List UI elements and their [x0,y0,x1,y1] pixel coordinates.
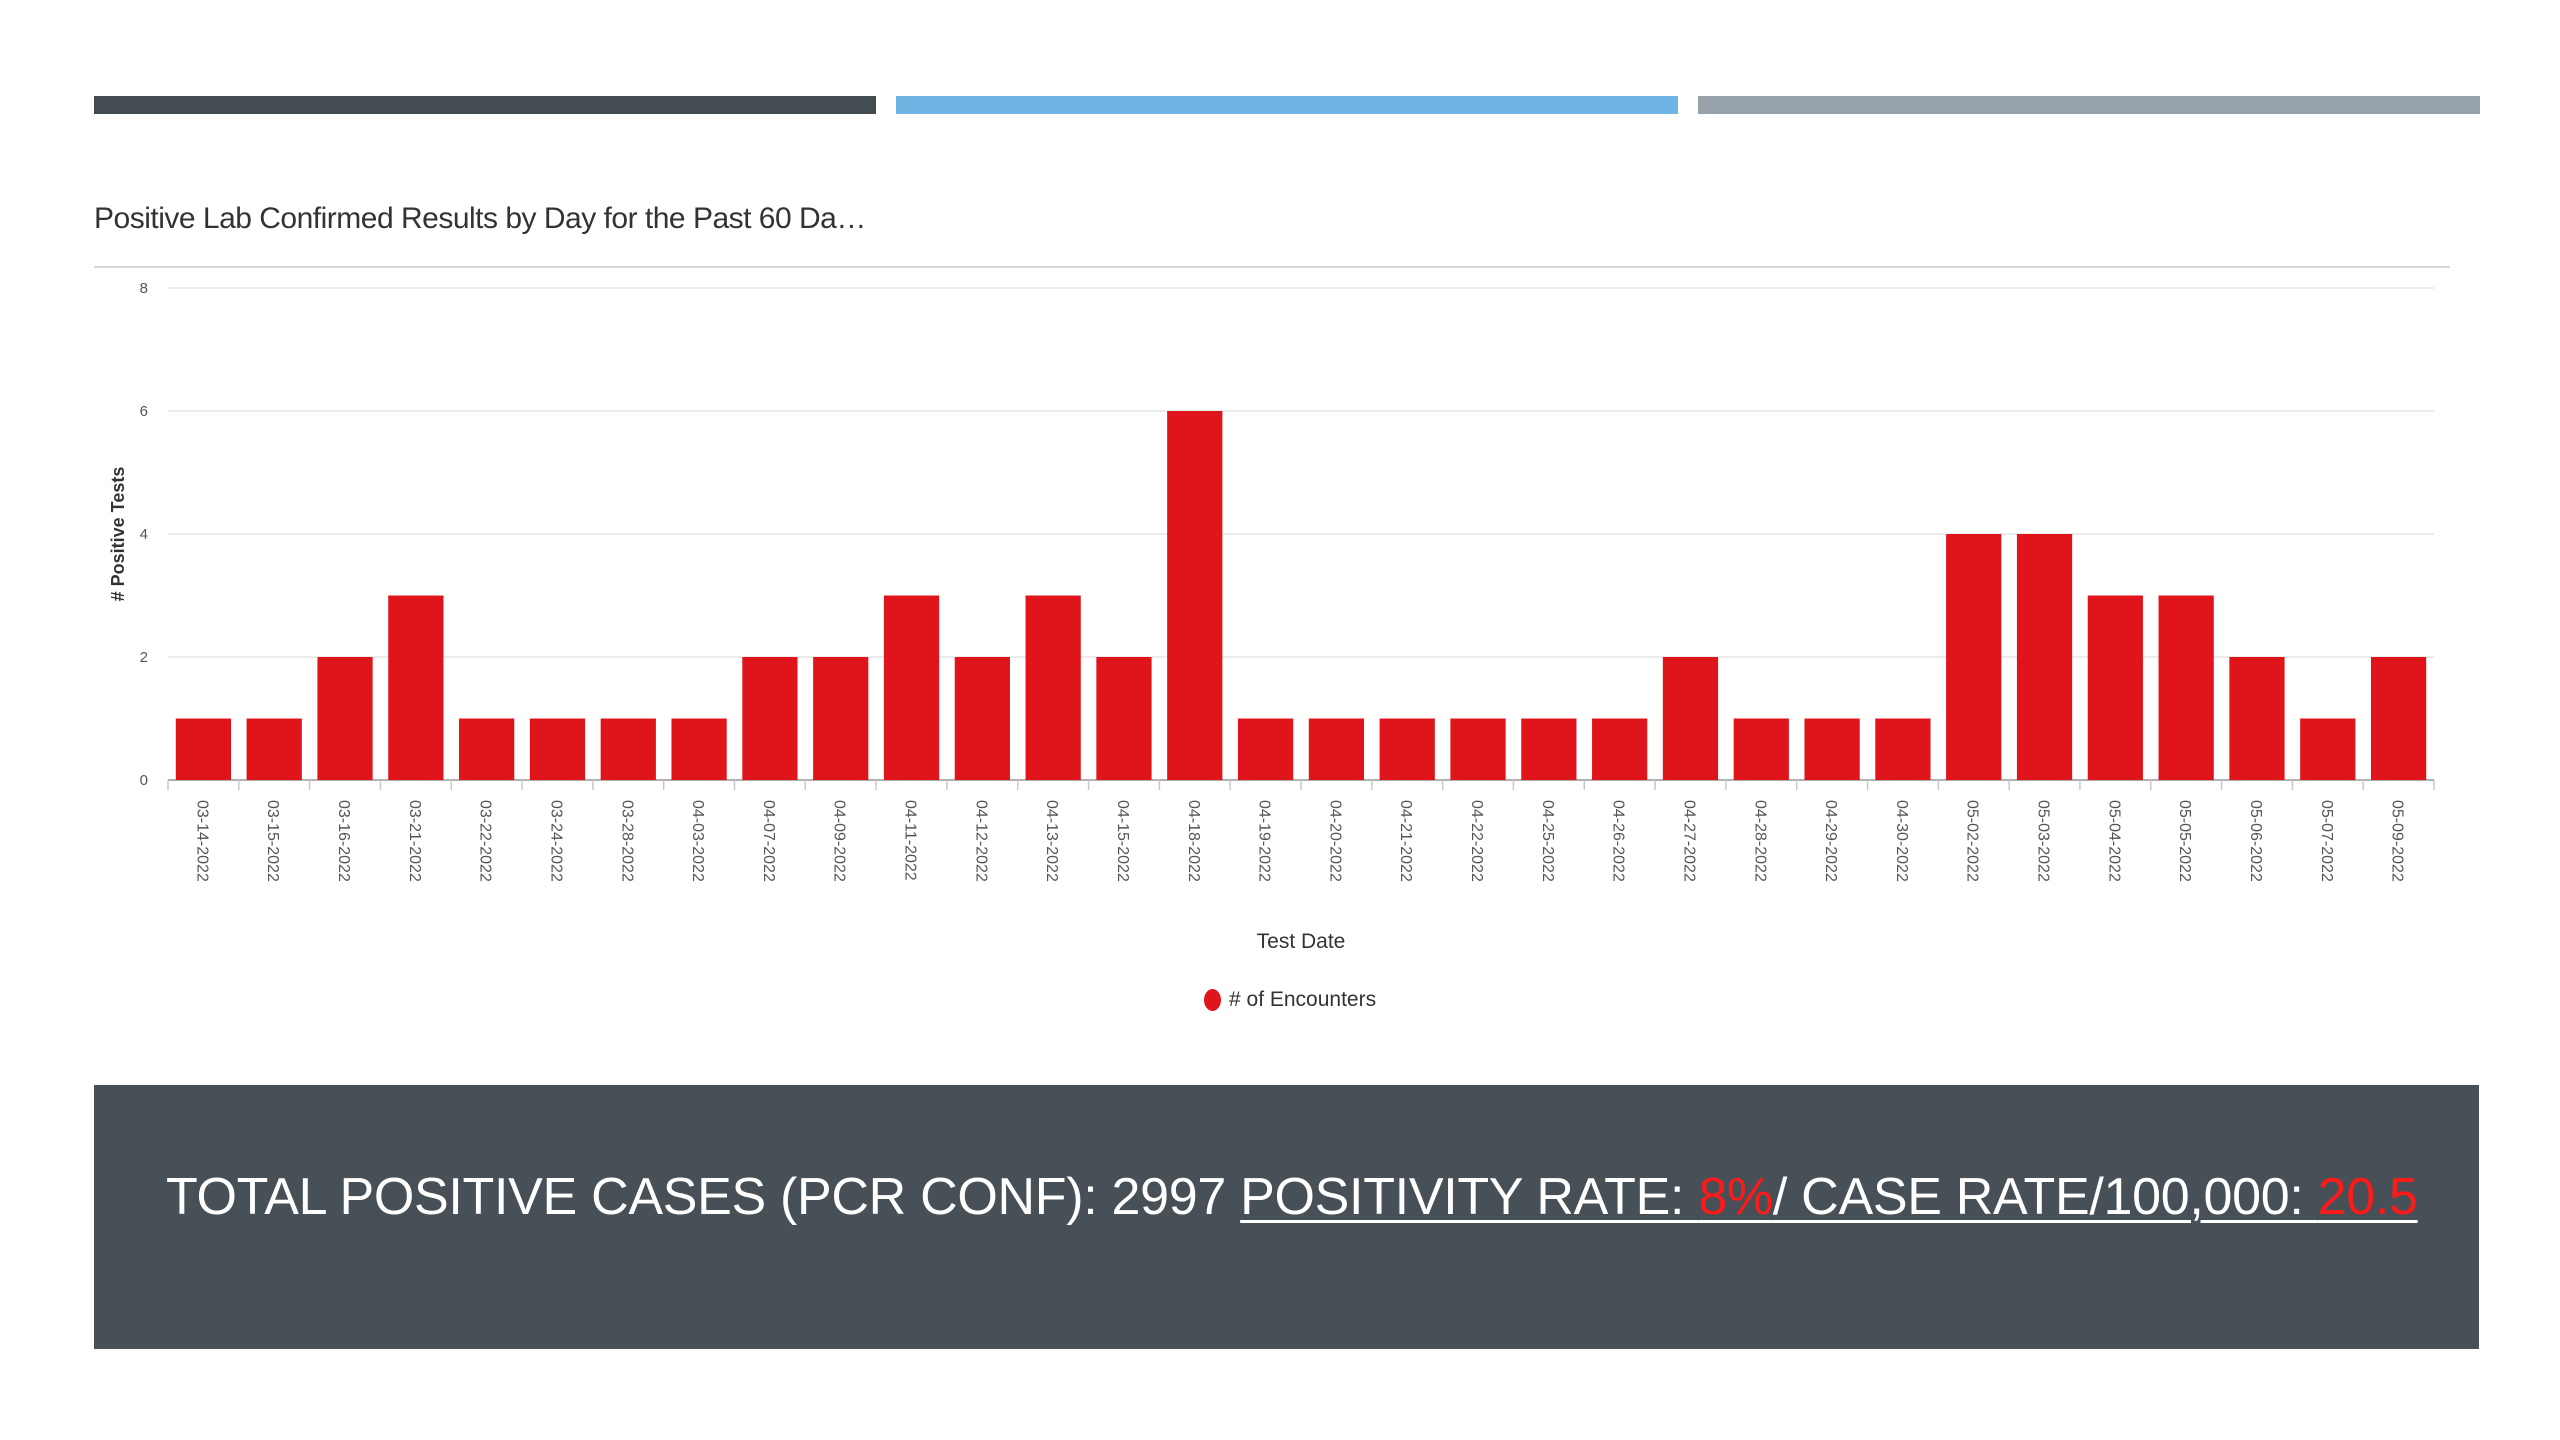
case-rate-label: / CASE RATE/100,000: [1772,1168,2318,1226]
header-accent-bar-gray [1698,96,2480,114]
x-tick-label: 04-18-2022 [1185,800,1202,882]
x-tick-label: 05-09-2022 [2389,800,2406,882]
x-tick-label: 03-21-2022 [406,800,423,882]
bar [317,657,373,780]
bar [1237,718,1294,780]
bar [1521,718,1577,780]
x-tick-label: 04-11-2022 [902,800,919,881]
stats-banner: TOTAL POSITIVE CASES (PCR CONF): 2997 PO… [94,1085,2479,1349]
header-accent-bar-blue [896,96,1678,114]
bar [388,595,444,780]
x-tick-label: 04-27-2022 [1680,800,1697,882]
bar [1875,718,1931,780]
positivity-group: POSITIVITY RATE: 8%/ CASE RATE/100,000: … [1240,1168,2418,1226]
x-tick-label: 04-12-2022 [972,800,989,882]
bar [2016,534,2073,780]
x-tick-label: 03-16-2022 [335,800,352,882]
bar [1025,595,1081,780]
bar [954,657,1010,780]
x-tick-label: 04-29-2022 [1822,800,1839,882]
y-tick-label: 2 [140,649,148,666]
x-tick-label: 04-30-2022 [1893,800,1910,882]
x-tick-label: 04-09-2022 [831,800,848,882]
bar [1096,657,1152,780]
y-tick-label: 6 [140,403,148,420]
bar-chart: 0 2 4 6 8 # Positive Tests 03-14-2022 03-15-202… [108,280,2435,953]
x-tick-label: 05-07-2022 [2318,800,2335,882]
chart-legend[interactable]: # of Encounters [1204,988,1376,1012]
bar [1450,718,1506,780]
x-tick-label: 04-20-2022 [1326,800,1343,882]
legend-marker [1204,989,1221,1011]
bar [600,718,656,780]
stats-line: TOTAL POSITIVE CASES (PCR CONF): 2997 PO… [166,1167,2418,1227]
bar [1592,718,1648,780]
bar [883,595,940,780]
chart-title: Positive Lab Confirmed Results by Day fo… [94,202,866,235]
x-tick-label: 05-04-2022 [2105,800,2122,882]
y-axis-label: # Positive Tests [108,467,128,602]
x-tick-label: 03-28-2022 [618,800,635,882]
bar [1662,657,1719,780]
x-tick-label: 04-28-2022 [1751,800,1768,882]
bar [1804,718,1860,780]
bar [2229,657,2285,780]
title-divider [94,266,2450,268]
x-tick-label: 04-13-2022 [1043,800,1060,882]
header-accent-bar-dark [94,96,876,114]
bar [1946,534,2002,780]
x-tick-label: 04-15-2022 [1114,800,1131,882]
total-cases-text: TOTAL POSITIVE CASES (PCR CONF): 2997 [166,1168,1241,1226]
bar [2300,718,2356,780]
y-tick-label: 4 [140,526,148,543]
bar [175,718,232,780]
x-tick-label: 03-24-2022 [547,800,564,882]
bar [813,657,869,780]
x-tick-label: 04-19-2022 [1256,800,1273,882]
bar [246,718,302,780]
bar [2158,595,2214,780]
bar [2087,595,2143,780]
bar [1167,411,1223,780]
x-tick-label: 05-05-2022 [2176,800,2193,882]
x-tick-label: 04-21-2022 [1397,800,1414,882]
x-tick-label: 03-14-2022 [193,800,210,882]
bar [1379,718,1435,780]
x-tick-label: 04-03-2022 [689,800,706,882]
x-tick-label: 04-22-2022 [1468,800,1485,882]
x-tick-label: 05-06-2022 [2247,800,2264,882]
positivity-label: POSITIVITY RATE: [1240,1168,1699,1226]
bar [742,657,798,780]
bar [459,718,515,780]
case-rate-value: 20.5 [2317,1168,2418,1226]
x-tick-label: 04-25-2022 [1539,800,1556,882]
bar [671,718,727,780]
y-tick-label: 8 [140,280,148,297]
x-axis-label: Test Date [1257,930,1346,953]
positivity-value: 8% [1698,1168,1773,1226]
legend-label: # of Encounters [1229,988,1377,1011]
x-tick-label: 03-22-2022 [477,800,494,882]
bar [2370,657,2427,780]
y-tick-label: 0 [140,772,148,789]
x-tick-label: 04-07-2022 [760,800,777,882]
x-tick-label: 05-03-2022 [2035,800,2052,882]
bar [1733,718,1789,780]
bar [1308,718,1365,780]
x-tick-label: 04-26-2022 [1610,800,1627,882]
x-tick-label: 03-15-2022 [264,800,281,882]
x-tick-label: 05-02-2022 [1964,800,1981,882]
bar [529,718,586,780]
